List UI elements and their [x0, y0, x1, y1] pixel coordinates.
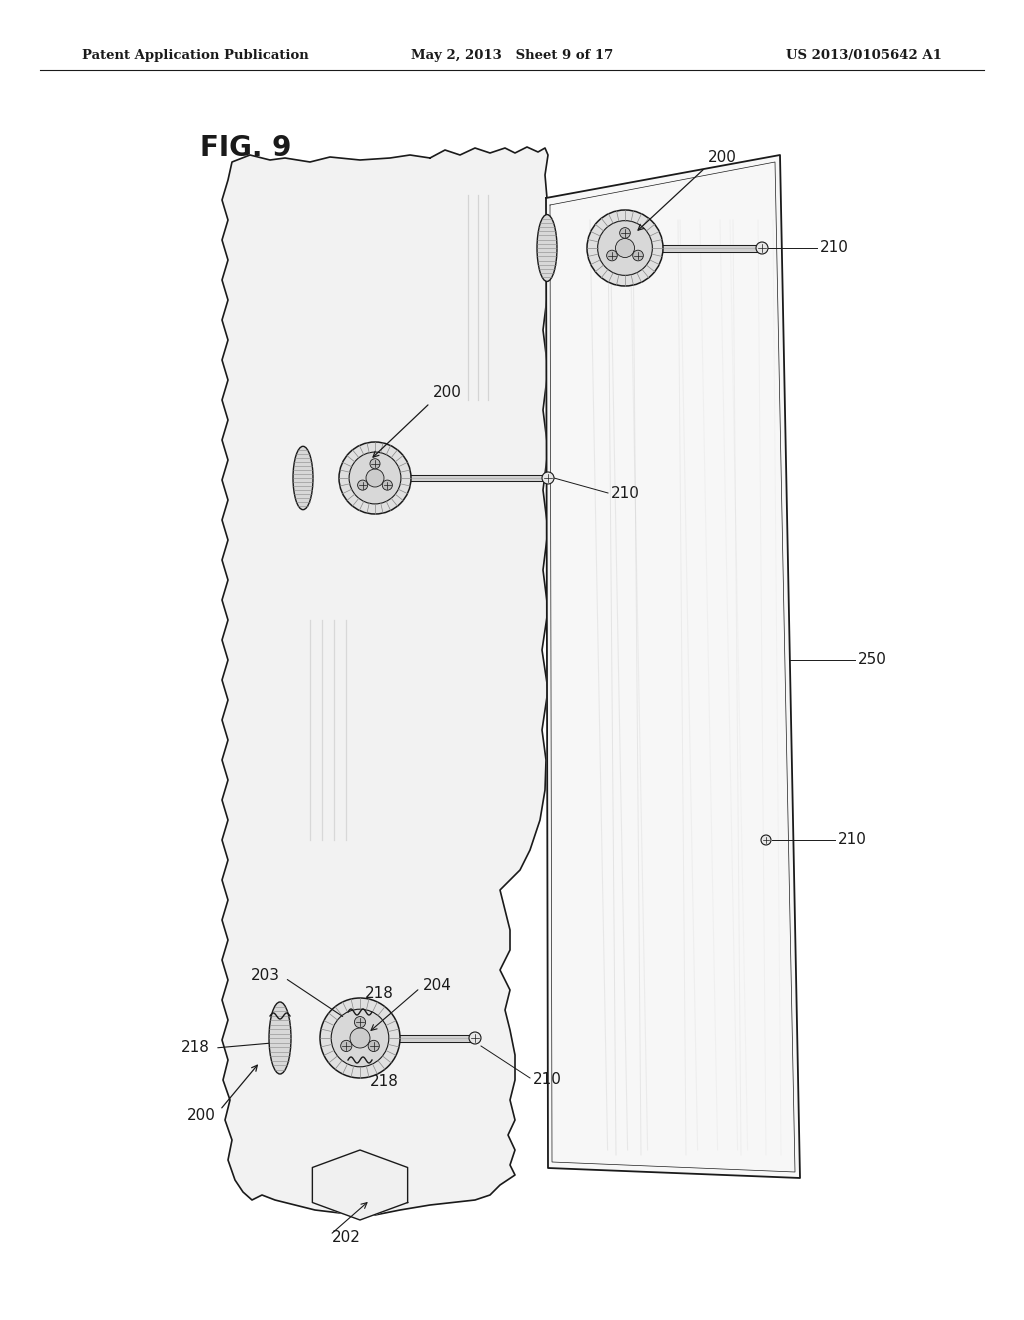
Polygon shape: [546, 154, 800, 1177]
Circle shape: [382, 480, 392, 490]
Text: 218: 218: [370, 1074, 399, 1089]
Circle shape: [469, 1032, 481, 1044]
Circle shape: [349, 451, 401, 504]
Text: US 2013/0105642 A1: US 2013/0105642 A1: [786, 49, 942, 62]
Text: FIG. 9: FIG. 9: [200, 135, 292, 162]
Circle shape: [341, 1040, 352, 1052]
Text: 200: 200: [187, 1109, 216, 1123]
Circle shape: [354, 1016, 366, 1028]
Polygon shape: [222, 147, 548, 1214]
Circle shape: [350, 1028, 370, 1048]
Circle shape: [598, 220, 652, 276]
Ellipse shape: [537, 215, 557, 281]
Ellipse shape: [269, 1002, 291, 1074]
Polygon shape: [375, 475, 548, 480]
Circle shape: [368, 1040, 379, 1052]
Circle shape: [633, 251, 643, 261]
Circle shape: [606, 251, 617, 261]
Circle shape: [319, 998, 400, 1078]
Text: 210: 210: [534, 1072, 562, 1088]
Polygon shape: [312, 1150, 408, 1220]
Text: 204: 204: [423, 978, 452, 994]
Circle shape: [615, 239, 635, 257]
Text: 218: 218: [365, 986, 394, 1002]
Circle shape: [331, 1010, 389, 1067]
Circle shape: [620, 227, 631, 239]
Ellipse shape: [293, 446, 313, 510]
Text: 203: 203: [251, 969, 280, 983]
Text: May 2, 2013   Sheet 9 of 17: May 2, 2013 Sheet 9 of 17: [411, 49, 613, 62]
Text: 250: 250: [858, 652, 887, 668]
Circle shape: [370, 459, 380, 469]
Text: 200: 200: [708, 150, 737, 165]
Circle shape: [542, 473, 554, 484]
Polygon shape: [625, 244, 762, 252]
Text: 210: 210: [838, 833, 867, 847]
Circle shape: [761, 836, 771, 845]
Text: 200: 200: [433, 385, 462, 400]
Text: 210: 210: [820, 240, 849, 256]
Circle shape: [339, 442, 411, 513]
Text: 218: 218: [181, 1040, 210, 1056]
Circle shape: [587, 210, 663, 286]
Circle shape: [357, 480, 368, 490]
Polygon shape: [360, 1035, 475, 1041]
Circle shape: [756, 242, 768, 253]
Text: Patent Application Publication: Patent Application Publication: [82, 49, 309, 62]
Text: 210: 210: [611, 487, 640, 502]
Text: 202: 202: [332, 1229, 360, 1245]
Circle shape: [366, 469, 384, 487]
